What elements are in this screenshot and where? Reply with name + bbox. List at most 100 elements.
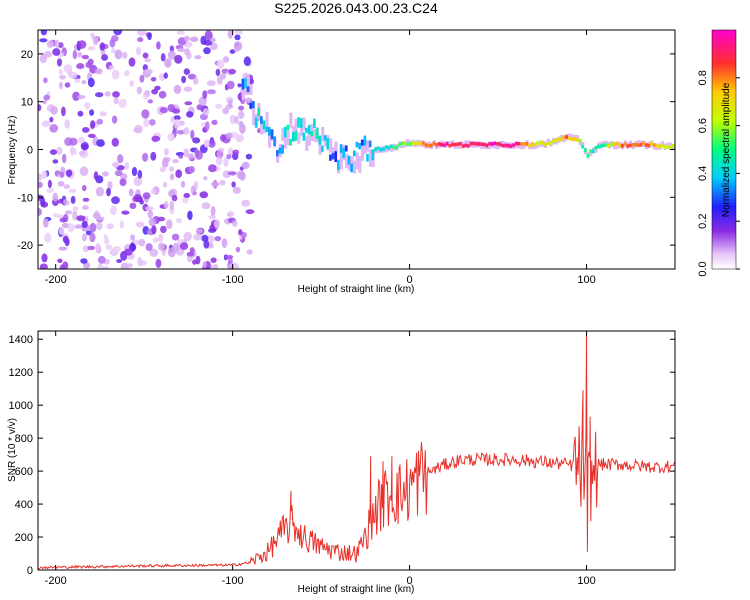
signal-cell <box>491 142 494 146</box>
signal-cell <box>525 142 529 146</box>
noise-speckle <box>78 136 85 144</box>
snr-x-tick-label: 0 <box>407 575 413 587</box>
noise-speckle <box>195 150 203 160</box>
noise-speckle <box>224 254 234 259</box>
noise-speckle <box>101 54 109 61</box>
noise-speckle <box>245 209 255 215</box>
colorbar-tick-label: 0.4 <box>697 166 709 181</box>
noise-speckle <box>106 223 114 230</box>
noise-speckle <box>92 212 101 219</box>
spectrogram-y-tick-label: 10 <box>21 97 33 109</box>
noise-speckle <box>64 82 71 88</box>
noise-speckle <box>95 242 101 252</box>
noise-speckle <box>74 78 81 83</box>
signal-cell <box>586 153 590 158</box>
signal-cell <box>305 127 308 133</box>
signal-cell <box>384 145 388 149</box>
noise-speckle <box>202 108 210 116</box>
signal-halo <box>241 86 245 101</box>
noise-speckle <box>41 253 48 263</box>
signal-cell <box>512 143 515 147</box>
noise-speckle <box>81 54 89 60</box>
noise-speckle <box>41 120 51 127</box>
signal-cell <box>353 150 356 157</box>
signal-cell <box>392 145 396 150</box>
noise-speckle <box>57 258 63 263</box>
signal-cell <box>411 141 414 145</box>
snr-y-tick-label: 1200 <box>9 367 33 379</box>
noise-speckle <box>95 186 104 197</box>
signal-halo <box>302 117 306 131</box>
noise-speckle <box>95 92 104 98</box>
signal-cell <box>445 141 449 146</box>
signal-cell <box>557 137 560 141</box>
signal-cell <box>337 160 340 171</box>
signal-cell <box>276 150 279 157</box>
signal-cell <box>355 141 359 148</box>
spectrogram-y-label: Frequency (Hz) <box>7 116 18 185</box>
noise-speckle <box>68 71 78 80</box>
noise-speckle <box>167 247 176 258</box>
noise-speckle <box>77 94 86 100</box>
noise-speckle <box>139 74 145 83</box>
noise-speckle <box>204 30 213 41</box>
signal-cell <box>642 141 645 146</box>
noise-speckle <box>120 173 128 181</box>
signal-halo <box>252 108 256 126</box>
noise-speckle <box>163 181 168 188</box>
signal-cell <box>429 143 433 148</box>
noise-speckle <box>222 107 230 115</box>
signal-cell <box>334 151 337 162</box>
snr-y-tick-label: 600 <box>15 466 33 478</box>
noise-speckle <box>68 137 78 146</box>
signal-cell <box>597 144 600 149</box>
noise-speckle <box>70 195 76 204</box>
noise-speckle <box>81 233 88 242</box>
noise-speckle <box>40 30 48 36</box>
snr-marks <box>38 332 675 570</box>
signal-cell <box>504 143 507 148</box>
noise-speckle <box>219 73 227 80</box>
noise-speckle <box>184 48 191 56</box>
spectrogram-y-tick-label: 0 <box>27 145 33 157</box>
signal-cell <box>498 142 502 147</box>
noise-speckle <box>207 89 216 95</box>
noise-speckle <box>97 255 106 264</box>
noise-speckle <box>76 215 86 222</box>
noise-speckle <box>158 233 164 243</box>
noise-speckle <box>110 205 117 216</box>
signal-cell <box>594 145 598 150</box>
signal-halo <box>493 142 497 149</box>
noise-speckle <box>49 116 54 123</box>
signal-cell <box>528 143 531 148</box>
signal-cell <box>660 143 664 148</box>
noise-speckle <box>227 263 235 269</box>
spectrogram-y-axis: -20 -10 0 10 20 <box>17 49 675 252</box>
noise-speckle <box>96 118 104 125</box>
signal-halo <box>668 142 672 149</box>
noise-speckle <box>227 30 233 39</box>
noise-speckle <box>58 81 64 90</box>
noise-speckle <box>135 221 145 228</box>
noise-speckle <box>59 264 66 269</box>
noise-speckle <box>77 110 84 117</box>
noise-speckle <box>114 170 123 177</box>
noise-speckle <box>44 232 52 243</box>
signal-cell <box>368 140 372 148</box>
signal-halo <box>265 112 269 130</box>
noise-speckle <box>120 262 129 269</box>
signal-cell <box>339 144 343 153</box>
signal-cell <box>299 118 303 129</box>
noise-speckle <box>105 244 113 250</box>
noise-speckle <box>151 225 157 235</box>
signal-halo <box>281 128 285 142</box>
signal-cell <box>530 141 534 146</box>
noise-speckle <box>96 221 103 230</box>
signal-halo <box>368 149 373 167</box>
signal-halo <box>307 131 311 146</box>
noise-speckle <box>104 237 110 245</box>
noise-speckle <box>222 56 230 63</box>
noise-speckle <box>232 186 241 194</box>
noise-speckle <box>155 258 162 268</box>
